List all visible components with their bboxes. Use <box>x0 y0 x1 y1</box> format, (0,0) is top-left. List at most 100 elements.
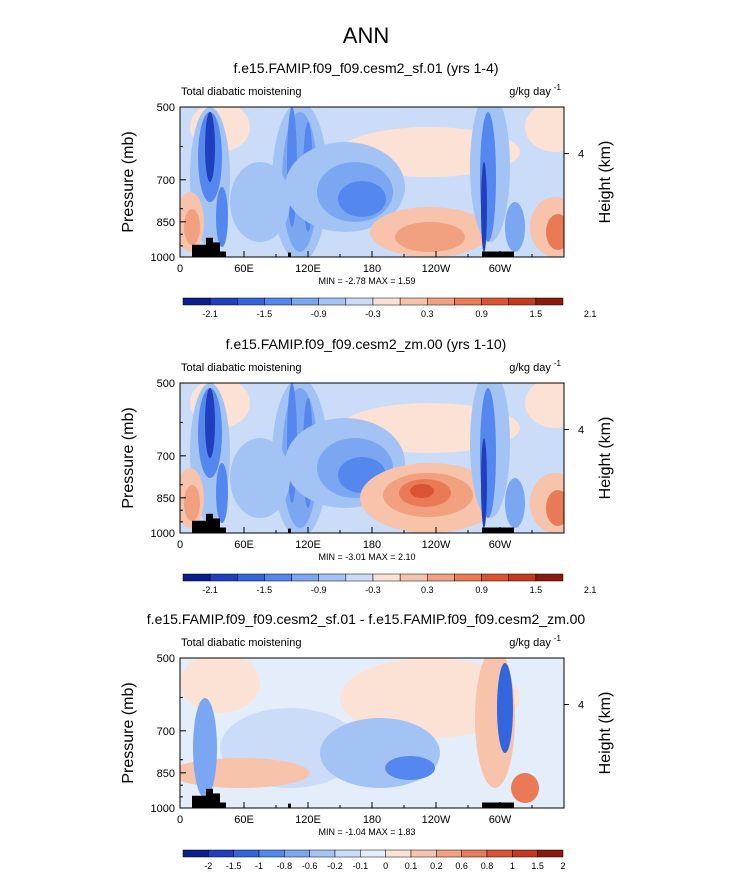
units-text: g/kg day <box>509 362 554 374</box>
colorbar-swatch <box>360 849 386 858</box>
colorbar-label: 0.3 <box>421 309 434 319</box>
colorbar-label: 0.6 <box>455 861 468 871</box>
colorbar-swatch <box>334 849 361 858</box>
colorbar-label: -2.1 <box>202 585 218 595</box>
terrain-block <box>192 244 206 257</box>
positive-region <box>511 773 539 803</box>
panel-3: f.e15.FAMIP.f09_f09.cesm2_sf.01 - f.e15.… <box>120 611 614 871</box>
positive-region <box>184 209 200 245</box>
units-text: g/kg day <box>509 86 554 98</box>
colorbar-swatch <box>182 849 209 858</box>
colorbar-label: 0.9 <box>475 585 488 595</box>
colorbar-swatch <box>486 849 513 858</box>
x-tick-label: 60W <box>489 814 512 826</box>
colorbar-label: -2.1 <box>202 309 218 319</box>
min-max-label: MIN = -2.78 MAX = 1.59 <box>318 276 415 286</box>
terrain-block <box>206 237 213 257</box>
x-tick-label: 120W <box>422 814 451 826</box>
colorbar-swatch <box>427 573 455 582</box>
y-axis-label: Pressure (mb) <box>120 407 137 508</box>
colorbar-swatch <box>264 573 292 582</box>
negative-region <box>205 112 215 182</box>
negative-region <box>505 202 525 252</box>
colorbar-label: -2 <box>204 861 212 871</box>
positive-region <box>546 490 564 526</box>
colorbar-swatch <box>182 573 211 582</box>
x-tick-label: 60E <box>234 263 254 275</box>
colorbar-label: 0 <box>383 861 388 871</box>
y-tick-label: 1000 <box>151 803 175 815</box>
colorbar-label: 0.8 <box>481 861 494 871</box>
terrain-block <box>192 795 206 808</box>
x-tick-label: 180 <box>363 814 381 826</box>
colorbar-swatch <box>410 849 437 858</box>
colorbar-swatch <box>481 297 509 306</box>
colorbar-label: 1 <box>510 861 515 871</box>
terrain-block <box>213 518 220 533</box>
colorbar-swatch <box>481 573 509 582</box>
positive-region <box>546 214 564 250</box>
panel-2: f.e15.FAMIP.f09_f09.cesm2_zm.00 (yrs 1-1… <box>120 336 614 595</box>
units-superscript: -1 <box>554 83 562 92</box>
terrain-block <box>288 252 291 257</box>
colorbar-label: 0.2 <box>430 861 443 871</box>
positive-region <box>180 658 260 713</box>
colorbar-label: -0.9 <box>311 309 327 319</box>
y-tick-label: 700 <box>157 451 175 463</box>
colorbar-swatch <box>537 849 564 858</box>
colorbar-label: -1 <box>255 861 263 871</box>
panel-title: f.e15.FAMIP.f09_f09.cesm2_zm.00 (yrs 1-1… <box>226 336 507 352</box>
colorbar-label: -0.3 <box>365 585 381 595</box>
colorbar-label: -0.2 <box>327 861 343 871</box>
panel-left-label: Total diabatic moistening <box>181 637 301 649</box>
colorbar-label: 1.5 <box>531 861 544 871</box>
negative-region <box>205 388 215 458</box>
x-tick-label: 120E <box>295 539 321 551</box>
y-axis-label: Pressure (mb) <box>120 682 137 783</box>
colorbar-label: 0.3 <box>421 585 434 595</box>
colorbar-swatch <box>535 297 564 306</box>
colorbar-swatch <box>233 849 260 858</box>
colorbar-swatch <box>318 573 347 582</box>
y-axis-label-right: Height (km) <box>597 141 614 224</box>
panel-units: g/kg day -1 <box>509 83 561 98</box>
figure-title: ANN <box>343 23 389 48</box>
y-axis-label-right: Height (km) <box>597 692 614 775</box>
colorbar-swatch <box>182 297 211 306</box>
panel-title: f.e15.FAMIP.f09_f09.cesm2_sf.01 (yrs 1-4… <box>233 60 498 76</box>
right-tick-label: 4 <box>578 425 584 437</box>
panel-left-label: Total diabatic moistening <box>181 362 301 374</box>
x-tick-label: 60E <box>234 539 254 551</box>
y-axis-label: Pressure (mb) <box>120 131 137 232</box>
negative-region <box>385 756 435 780</box>
x-tick-label: 180 <box>363 539 381 551</box>
x-tick-label: 60W <box>489 263 512 275</box>
colorbar-swatch <box>237 297 265 306</box>
colorbar-label: -0.6 <box>302 861 318 871</box>
colorbar-swatch <box>309 849 336 858</box>
y-tick-label: 500 <box>157 653 175 665</box>
terrain-block <box>220 527 226 533</box>
positive-region <box>525 107 564 152</box>
colorbar-label: 1.5 <box>530 309 543 319</box>
x-tick-label: 60W <box>489 539 512 551</box>
y-tick-label: 700 <box>157 175 175 187</box>
min-max-label: MIN = -3.01 MAX = 2.10 <box>318 552 415 562</box>
negative-region <box>481 438 487 528</box>
negative-region <box>216 187 228 247</box>
negative-region <box>505 478 525 528</box>
units-superscript: -1 <box>554 359 562 368</box>
colorbar-swatch <box>284 849 310 858</box>
panel-units: g/kg day -1 <box>509 634 561 649</box>
x-tick-label: 0 <box>177 263 183 275</box>
negative-region <box>497 663 513 753</box>
colorbar-label: 2.1 <box>584 585 597 595</box>
colorbar-label: -1.5 <box>257 585 273 595</box>
colorbar-swatch <box>454 297 482 306</box>
colorbar-swatch <box>209 573 238 582</box>
negative-region <box>216 463 228 523</box>
terrain-block <box>482 802 514 808</box>
y-axis-label-right: Height (km) <box>597 417 614 500</box>
y-tick-label: 1000 <box>151 528 175 540</box>
right-tick-label: 4 <box>578 149 584 161</box>
